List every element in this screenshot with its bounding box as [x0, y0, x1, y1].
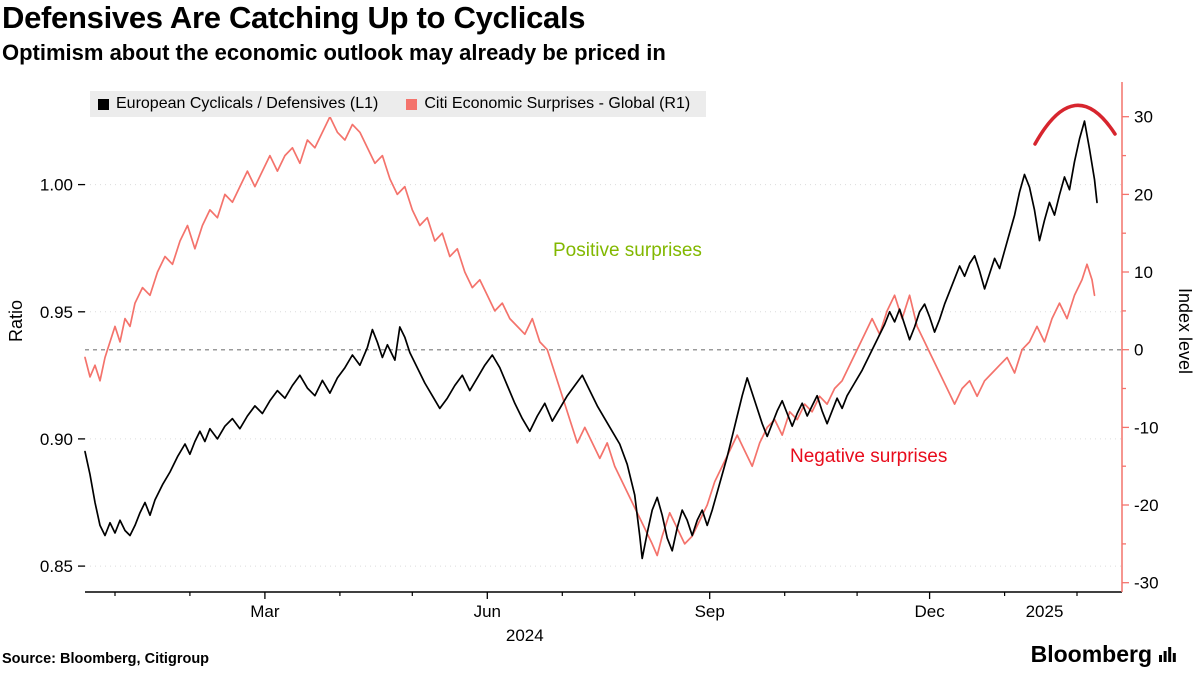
cyclicals-defensives-ratio-line [84, 120, 1098, 560]
legend-item-cyclicals-defensives: European Cyclicals / Defensives (L1) [98, 95, 378, 113]
bloomberg-logo: Bloomberg [1031, 641, 1176, 668]
chart-subtitle: Optimism about the economic outlook may … [2, 40, 666, 65]
legend-swatch-black-icon [98, 98, 109, 110]
bar-chart-icon [1159, 641, 1176, 668]
x-tick-label: 2025 [1026, 602, 1064, 621]
legend-label-citi-surprises: Citi Economic Surprises - Global (R1) [424, 95, 691, 112]
legend-swatch-red-icon [406, 98, 418, 110]
left-tick-label: 0.90 [40, 430, 73, 449]
right-tick-label: 0 [1134, 341, 1143, 360]
left-tick-label: 0.85 [40, 557, 73, 576]
citi-economic-surprises-line [84, 115, 1096, 557]
chart-title: Defensives Are Catching Up to Cyclicals [2, 0, 586, 35]
left-tick-label: 1.00 [40, 176, 73, 195]
right-tick-label: 10 [1134, 263, 1153, 282]
legend-label-cyclicals-defensives: European Cyclicals / Defensives (L1) [116, 95, 379, 112]
legend-item-citi-surprises: Citi Economic Surprises - Global (R1) [406, 95, 690, 113]
x-tick-label: Sep [695, 602, 725, 621]
source-note: Source: Bloomberg, Citigroup [2, 651, 210, 667]
right-tick-label: 20 [1134, 185, 1153, 204]
right-tick-label: -10 [1134, 418, 1159, 437]
right-axis-title: Index level [1175, 288, 1195, 375]
right-tick-label: 30 [1134, 108, 1153, 127]
x-tick-label: Jun [474, 602, 501, 621]
legend: European Cyclicals / Defensives (L1) Cit… [90, 91, 707, 117]
bloomberg-wordmark: Bloomberg [1030, 641, 1152, 667]
x-tick-label: Mar [250, 602, 280, 621]
right-tick-label: -20 [1134, 496, 1159, 515]
emphasis-arc [1033, 103, 1117, 146]
right-tick-label: -30 [1134, 574, 1159, 593]
annotation-positive-surprises: Positive surprises [553, 240, 702, 261]
x-year-label: 2024 [506, 626, 544, 645]
left-tick-label: 0.95 [40, 303, 73, 322]
annotation-negative-surprises: Negative surprises [790, 446, 948, 467]
left-axis-title: Ratio [6, 300, 26, 343]
x-tick-label: Dec [914, 602, 945, 621]
